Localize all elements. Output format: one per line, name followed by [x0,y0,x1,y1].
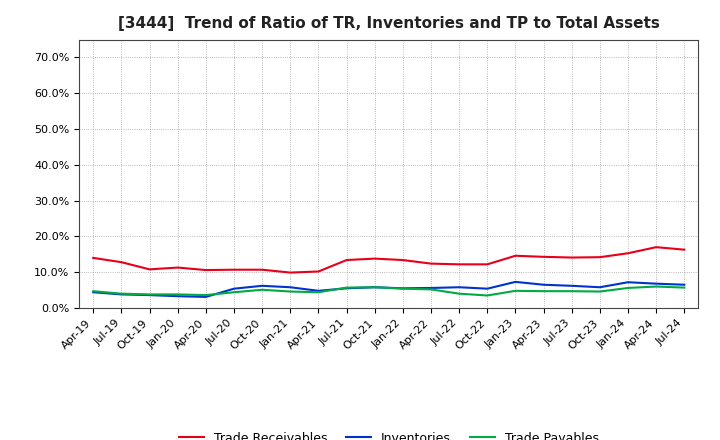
Inventories [174,293,182,299]
Inventories [455,285,464,290]
Trade Payables [511,288,520,293]
Trade Receivables [624,251,632,256]
Trade Payables [539,289,548,294]
Trade Payables [230,290,238,295]
Trade Payables [370,285,379,290]
Trade Payables [595,289,604,294]
Inventories [145,293,154,298]
Trade Receivables [89,255,98,260]
Trade Payables [399,286,408,291]
Title: [3444]  Trend of Ratio of TR, Inventories and TP to Total Assets: [3444] Trend of Ratio of TR, Inventories… [118,16,660,32]
Line: Inventories: Inventories [94,282,684,297]
Trade Payables [89,289,98,294]
Trade Receivables [455,262,464,267]
Inventories [202,294,210,300]
Inventories [680,282,688,287]
Inventories [286,285,294,290]
Trade Receivables [680,247,688,252]
Trade Receivables [595,255,604,260]
Trade Payables [567,289,576,294]
Trade Receivables [258,267,266,272]
Inventories [652,281,660,286]
Trade Receivables [174,265,182,270]
Trade Receivables [539,254,548,260]
Inventories [370,285,379,290]
Inventories [567,283,576,289]
Trade Payables [342,285,351,290]
Trade Receivables [567,255,576,260]
Trade Receivables [427,261,436,266]
Inventories [624,279,632,285]
Trade Payables [652,284,660,289]
Trade Payables [427,287,436,292]
Trade Payables [680,285,688,290]
Inventories [314,288,323,293]
Trade Payables [314,290,323,295]
Line: Trade Receivables: Trade Receivables [94,247,684,272]
Inventories [342,286,351,291]
Trade Payables [286,289,294,294]
Trade Receivables [652,245,660,250]
Trade Receivables [145,267,154,272]
Inventories [399,286,408,291]
Trade Receivables [399,257,408,263]
Trade Payables [202,293,210,298]
Trade Receivables [230,267,238,272]
Legend: Trade Receivables, Inventories, Trade Payables: Trade Receivables, Inventories, Trade Pa… [174,427,604,440]
Inventories [539,282,548,287]
Trade Receivables [370,256,379,261]
Inventories [230,286,238,291]
Trade Payables [145,292,154,297]
Trade Receivables [342,257,351,263]
Trade Receivables [511,253,520,258]
Trade Payables [117,291,126,296]
Inventories [258,283,266,289]
Inventories [483,286,492,291]
Trade Payables [455,291,464,296]
Trade Receivables [117,260,126,265]
Trade Receivables [314,269,323,274]
Inventories [89,290,98,295]
Inventories [595,285,604,290]
Trade Payables [258,287,266,293]
Trade Payables [624,285,632,290]
Inventories [117,292,126,297]
Trade Receivables [286,270,294,275]
Trade Payables [483,293,492,298]
Trade Payables [174,292,182,297]
Trade Receivables [202,268,210,273]
Inventories [511,279,520,285]
Inventories [427,285,436,290]
Line: Trade Payables: Trade Payables [94,286,684,296]
Trade Receivables [483,262,492,267]
